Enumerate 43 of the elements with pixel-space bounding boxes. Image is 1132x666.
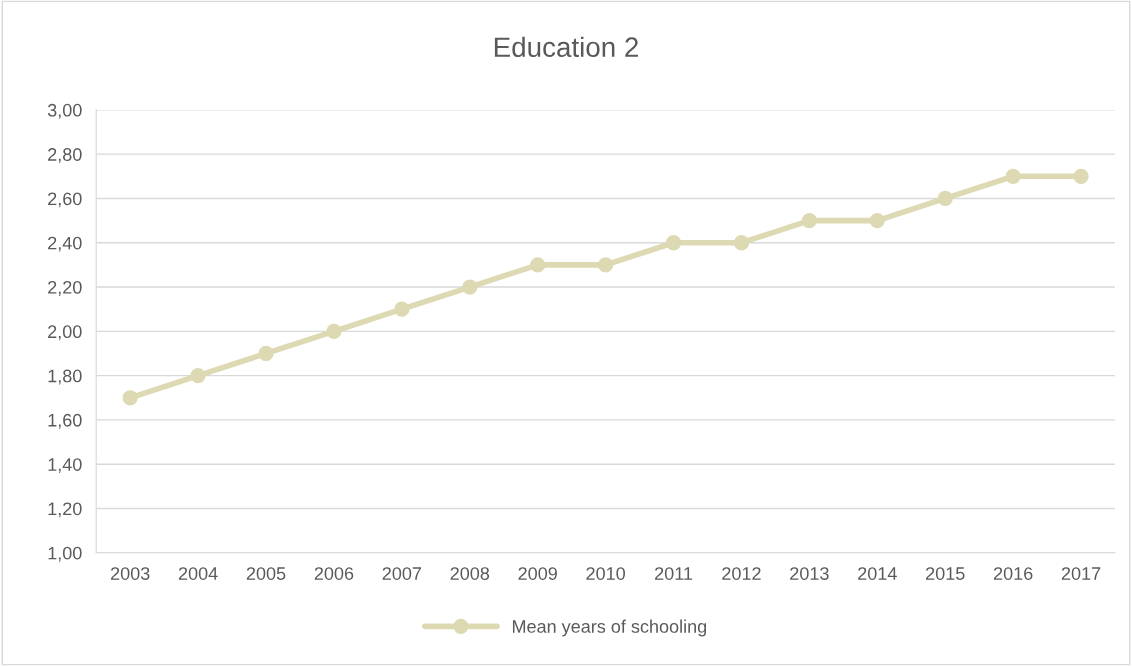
x-tick-label: 2015 (926, 567, 965, 580)
x-tick-label: 2013 (790, 567, 829, 580)
x-tick-label: 2003 (111, 567, 150, 580)
point (326, 323, 342, 339)
x-tick-label: 2009 (518, 567, 557, 580)
point (190, 367, 206, 384)
y-tick-label: 1,20 (48, 502, 82, 518)
point (937, 190, 953, 207)
point (597, 257, 614, 273)
x-tick-label: 2006 (314, 567, 354, 580)
point (530, 257, 546, 273)
y-tick-label: 2,00 (48, 325, 82, 341)
x-tick-label: 2010 (586, 567, 625, 580)
chart-title: Education 2 (494, 36, 638, 58)
y-tick-label: 1,40 (48, 458, 82, 474)
x-tick-label: 2007 (382, 567, 422, 580)
point (1073, 168, 1089, 184)
y-tick-label: 2,20 (48, 280, 82, 296)
y-tick-label: 2,60 (48, 192, 82, 208)
x-tick-label: 2017 (1061, 567, 1101, 580)
x-tick-label: 2011 (655, 567, 693, 580)
x-tick-label: 2008 (450, 567, 490, 580)
x-tick-label: 2014 (858, 567, 897, 580)
x-tick-label: 2004 (178, 567, 218, 580)
point (122, 390, 138, 406)
point (733, 235, 750, 251)
point (1005, 168, 1021, 184)
y-tick-label: 1,00 (48, 546, 82, 562)
y-tick-label: 2,80 (48, 148, 82, 164)
point (394, 301, 410, 317)
point (665, 235, 682, 251)
point (801, 212, 818, 229)
y-tick-label: 2,40 (48, 236, 82, 252)
x-tick-label: 2012 (722, 567, 761, 580)
x-tick-label: 2016 (993, 567, 1033, 580)
x-tick-label: 2005 (246, 567, 286, 580)
legend-label: Mean years of schooling (512, 619, 707, 637)
y-tick-label: 1,80 (48, 369, 82, 385)
y-tick-label: 3,00 (47, 103, 82, 119)
y-tick-label: 1,60 (48, 413, 82, 429)
point (258, 345, 274, 362)
point (869, 212, 885, 229)
point (462, 279, 478, 295)
